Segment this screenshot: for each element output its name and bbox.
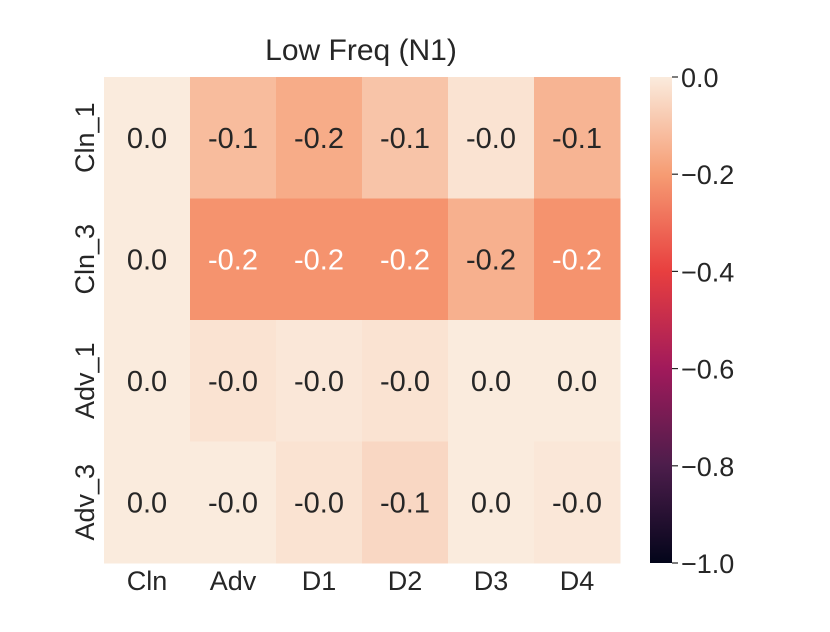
heatmap-cell (276, 441, 363, 564)
heatmap-cell (534, 198, 621, 321)
x-tick-label: D1 (302, 566, 337, 596)
colorbar-ticks: 0.0 −0.2 −0.4 −0.6 −0.8 −1.0 (672, 63, 734, 579)
x-tick-label: Cln (127, 566, 168, 596)
heatmap-cell (104, 77, 191, 199)
chart-title: Low Freq (N1) (265, 34, 457, 67)
colorbar-tick-label: −0.2 (681, 160, 734, 190)
cell-annotation: -0.2 (380, 244, 430, 276)
cell-annotation: 0.0 (127, 244, 167, 276)
cell-annotation: -0.0 (208, 487, 258, 519)
heatmap-cell (104, 320, 191, 442)
cell-annotation: -0.0 (294, 366, 344, 398)
heatmap-cell (448, 441, 535, 564)
cell-annotation: -0.2 (208, 244, 258, 276)
y-tick-label: Adv_3 (70, 464, 100, 541)
cell-annotation: -0.0 (552, 487, 602, 519)
cell-annotation: -0.1 (380, 487, 430, 519)
cell-annotation: 0.0 (127, 366, 167, 398)
cell-annotation: -0.0 (294, 487, 344, 519)
heatmap-cell (448, 320, 535, 442)
x-tick-label: Adv (210, 566, 257, 596)
x-tick-label: D2 (388, 566, 423, 596)
y-axis-tick-labels: Cln_1 Cln_3 Adv_1 Adv_3 (70, 102, 100, 540)
cell-annotation: 0.0 (127, 123, 167, 155)
heatmap-cell (362, 198, 449, 321)
colorbar-tick-label: −0.4 (681, 257, 734, 287)
colorbar-tick-label: 0.0 (681, 63, 719, 93)
heatmap-cell (448, 198, 535, 321)
heatmap-cell (190, 77, 277, 199)
cell-annotation: -0.2 (466, 244, 516, 276)
y-tick-label: Cln_3 (70, 224, 100, 295)
heatmap-cell (276, 77, 363, 199)
heatmap-cell (276, 320, 363, 442)
heatmap-cell (534, 441, 621, 564)
x-tick-label: D4 (560, 566, 595, 596)
heatmap-cell (534, 320, 621, 442)
colorbar-tick-label: −0.8 (681, 452, 734, 482)
heatmap-cell (104, 198, 191, 321)
heatmap-cell (534, 77, 621, 199)
y-tick-label: Adv_1 (70, 342, 100, 419)
heatmap-cell (104, 441, 191, 564)
heatmap-cell (190, 441, 277, 564)
y-tick-label: Cln_1 (70, 102, 100, 173)
x-axis-tick-labels: Cln Adv D1 D2 D3 D4 (127, 566, 595, 596)
heatmap-cell (276, 198, 363, 321)
heatmap-cell (362, 441, 449, 564)
heatmap-cell (362, 77, 449, 199)
cell-annotation: -0.1 (208, 123, 258, 155)
cell-annotation: -0.1 (552, 123, 602, 155)
cell-annotation: 0.0 (127, 487, 167, 519)
cell-annotation: -0.0 (466, 123, 516, 155)
colorbar-tick-label: −0.6 (681, 355, 734, 385)
cell-annotation: -0.1 (380, 123, 430, 155)
cell-annotation: -0.0 (380, 366, 430, 398)
cell-annotation: -0.0 (208, 366, 258, 398)
heatmap-cell (190, 320, 277, 442)
heatmap-cell (448, 77, 535, 199)
x-tick-label: D3 (474, 566, 509, 596)
cell-annotation: -0.2 (552, 244, 602, 276)
colorbar (650, 77, 672, 563)
cell-annotation: 0.0 (557, 366, 597, 398)
heatmap-cell (362, 320, 449, 442)
cell-annotations: 0.0 -0.1 -0.2 -0.1 -0.0 -0.1 0.0 -0.2 -0.2 -0.2 -0… (127, 123, 602, 520)
cell-annotation: -0.2 (294, 123, 344, 155)
heatmap-cells (104, 77, 621, 564)
heatmap-cell (190, 198, 277, 321)
cell-annotation: 0.0 (471, 366, 511, 398)
cell-annotation: 0.0 (471, 487, 511, 519)
colorbar-tick-label: −1.0 (681, 549, 734, 579)
cell-annotation: -0.2 (294, 244, 344, 276)
